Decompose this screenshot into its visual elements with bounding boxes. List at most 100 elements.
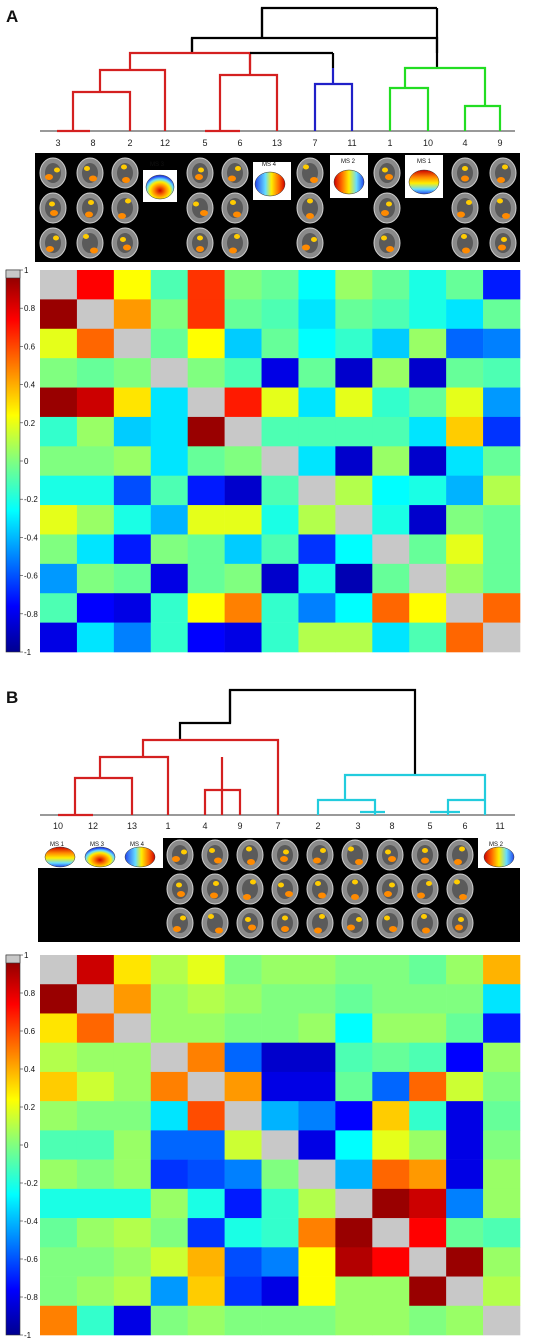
matrix-cell <box>40 622 78 653</box>
matrix-cell <box>76 475 115 506</box>
colorbar-label: -1 <box>24 1331 32 1339</box>
brain-slice-core <box>45 163 61 183</box>
matrix-cell <box>113 270 152 300</box>
matrix-cell <box>150 593 188 623</box>
leaf-label: 6 <box>462 821 467 831</box>
colorbar: 1 0.8 0.6 0.4 0.2 0 -0.2 -0.4 -0.6 -0.8 -1 <box>5 951 38 1339</box>
matrix-cell <box>187 1247 225 1277</box>
leaf-label: 6 <box>237 138 242 148</box>
leaf-label: 8 <box>389 821 394 831</box>
matrix-cell <box>483 563 521 594</box>
colorbar-label: -0.8 <box>24 1293 38 1302</box>
matrix-cell <box>483 1276 521 1307</box>
matrix-cell <box>261 446 299 476</box>
matrix-cell <box>298 1013 336 1043</box>
matrix-cell <box>150 387 188 418</box>
matrix-cell <box>335 446 373 476</box>
activation-blob <box>422 927 430 934</box>
matrix-cell <box>298 1218 336 1248</box>
activation-blob <box>172 856 180 862</box>
matrix-cell <box>76 1188 115 1219</box>
matrix-cell <box>40 1276 78 1307</box>
matrix-cell <box>372 416 410 447</box>
matrix-cell <box>372 1188 410 1219</box>
leaf-label: 12 <box>160 138 170 148</box>
matrix-cell <box>483 1247 521 1277</box>
matrix-cell <box>446 1013 484 1043</box>
matrix-cell <box>409 1159 447 1190</box>
matrix-cell <box>261 984 299 1014</box>
matrix-cell <box>261 1218 299 1248</box>
activation-blob <box>314 927 322 934</box>
matrix-cell <box>150 1013 188 1043</box>
activation-blob <box>502 213 510 219</box>
activation-blob <box>209 848 215 853</box>
activation-blob <box>498 244 506 251</box>
activation-blob <box>250 879 256 885</box>
matrix-cell <box>298 563 336 594</box>
matrix-cell <box>446 1042 484 1073</box>
matrix-cell <box>76 358 115 388</box>
matrix-cell <box>150 1305 188 1336</box>
matrix-cell <box>298 505 336 535</box>
activation-blob <box>228 175 236 182</box>
matrix-cell <box>113 475 152 506</box>
matrix-cell <box>113 1218 152 1248</box>
colorbar-label: -0.2 <box>24 495 38 504</box>
matrix-cell <box>372 358 410 388</box>
activation-blob <box>386 201 392 207</box>
leaf-label: 8 <box>90 138 95 148</box>
matrix-cell <box>483 270 521 300</box>
matrix-cell <box>298 328 336 359</box>
activation-blob <box>122 177 130 183</box>
matrix-cell <box>224 563 262 594</box>
activation-blob <box>84 166 90 171</box>
activation-blob <box>421 857 429 864</box>
matrix-cell <box>446 1188 484 1219</box>
matrix-cell <box>187 955 225 985</box>
activation-blob <box>45 174 53 180</box>
matrix-cell <box>224 593 262 623</box>
matrix-cell <box>261 1042 299 1073</box>
matrix-cell <box>409 270 447 300</box>
activation-blob <box>281 926 289 932</box>
activation-blob <box>351 894 359 900</box>
matrix-cell <box>224 1305 262 1336</box>
matrix-cell <box>335 270 373 300</box>
colorbar-label: -1 <box>24 648 32 657</box>
matrix-cell <box>187 1276 225 1307</box>
matrix-cell <box>446 622 484 653</box>
activation-blob <box>319 914 325 919</box>
activation-blob <box>197 235 203 241</box>
matrix-cell <box>113 358 152 388</box>
matrix-cell <box>150 563 188 594</box>
matrix-cell <box>335 955 373 985</box>
matrix-cell <box>372 1305 410 1336</box>
activation-blob <box>233 211 241 218</box>
matrix-cell <box>224 1188 262 1219</box>
matrix-cell <box>409 505 447 535</box>
matrix-cell <box>335 416 373 447</box>
matrix-cell <box>298 593 336 623</box>
matrix-cell <box>261 1188 299 1219</box>
brain-slice-core <box>417 913 433 933</box>
matrix-cell <box>298 1276 336 1307</box>
colorbar-label: 0 <box>24 1141 29 1150</box>
activation-blob <box>348 846 354 852</box>
matrix-cell <box>113 1042 152 1073</box>
activation-blob <box>285 891 293 897</box>
activation-blob <box>352 879 358 885</box>
ms-label: MS 3 <box>150 162 165 168</box>
matrix-cell <box>298 1071 336 1102</box>
matrix-cell <box>483 1130 521 1160</box>
activation-blob <box>315 881 321 886</box>
matrix-cell <box>187 416 225 447</box>
matrix-cell <box>335 328 373 359</box>
activation-blob <box>421 914 427 919</box>
activation-blob <box>173 926 181 932</box>
activation-blob <box>247 859 255 865</box>
activation-blob <box>50 210 58 216</box>
brain-slice-core <box>172 845 188 865</box>
matrix-cell <box>446 534 484 565</box>
